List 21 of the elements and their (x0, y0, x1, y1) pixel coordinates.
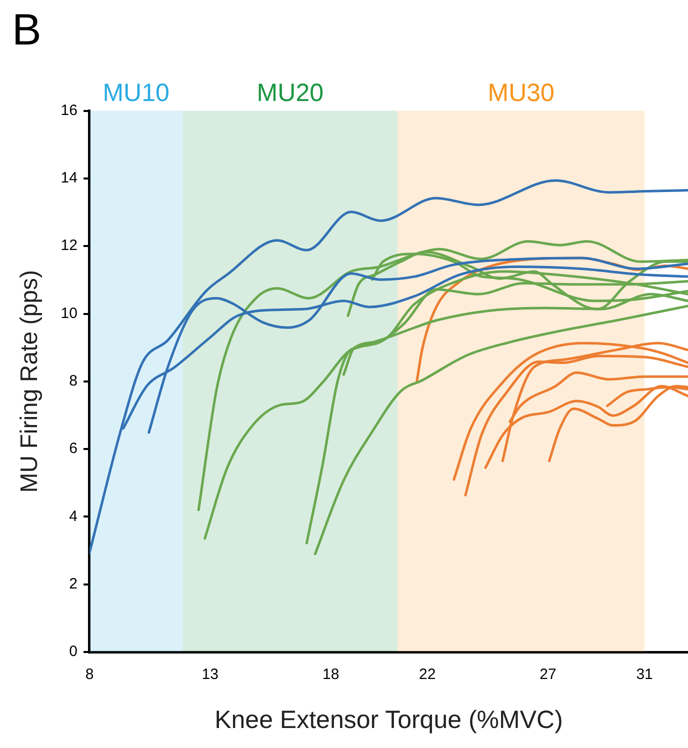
y-tick-label: 12 (60, 237, 78, 254)
y-tick-label: 10 (60, 304, 78, 322)
x-tick-label: 22 (419, 666, 436, 684)
x-tick-label: 18 (322, 666, 340, 684)
x-tick-label: 31 (636, 666, 653, 684)
x-tick-label: 13 (202, 666, 218, 684)
y-tick-label: 0 (69, 643, 78, 660)
y-tick-label: 14 (60, 170, 78, 187)
y-tick-label: 4 (69, 508, 78, 525)
chart-title: B (12, 6, 42, 55)
x-axis-title: Knee Extensor Torque (%MVC) (214, 706, 563, 734)
band-label: MU10 (102, 79, 170, 108)
y-tick-label: 16 (60, 102, 78, 119)
y-axis-title: MU Firing Rate (pps) (16, 270, 44, 493)
band-label: MU30 (488, 79, 554, 108)
x-tick-label: 27 (540, 666, 556, 684)
y-tick-label: 6 (69, 440, 78, 458)
y-tick-label: 8 (69, 372, 78, 390)
x-tick-label: 8 (85, 666, 94, 684)
band-label: MU20 (256, 79, 324, 108)
y-tick-label: 2 (69, 575, 78, 592)
